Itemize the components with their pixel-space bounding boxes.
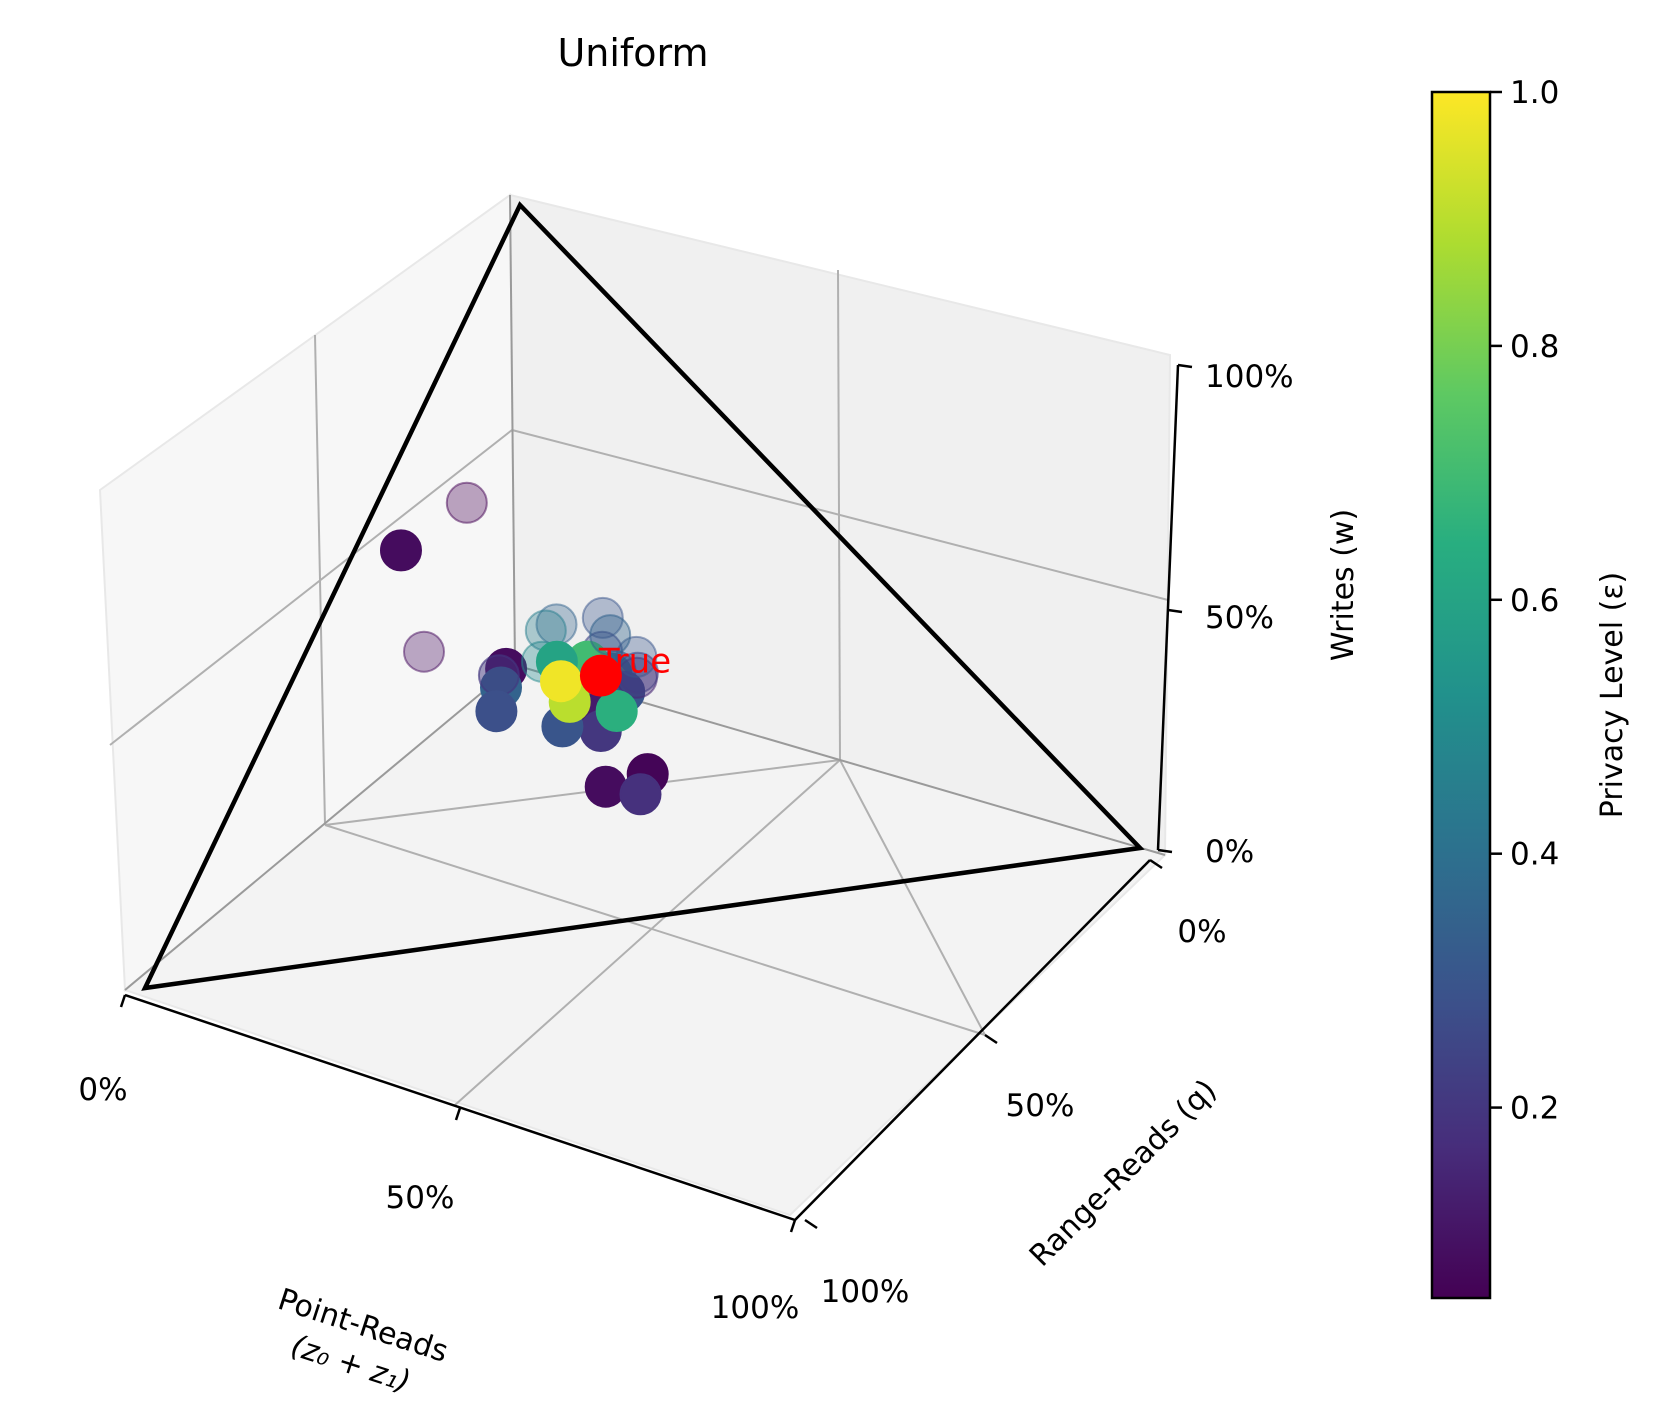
z-tick-label: 50%	[1205, 600, 1274, 636]
chart-title: Uniform	[557, 31, 708, 75]
z-tick-labels: 0% 50% 100%	[1205, 359, 1294, 870]
x-tick-labels: 0% 50% 100%	[78, 1072, 799, 1326]
axis-tick	[984, 1033, 998, 1045]
x-axis-line	[124, 993, 796, 1222]
x-tick-label: 0%	[78, 1072, 127, 1108]
z-tick-label: 0%	[1205, 834, 1254, 870]
simplex-triangle	[141, 201, 1145, 991]
true-point	[579, 654, 622, 697]
scatter-point	[581, 596, 624, 639]
scatter-point	[445, 481, 488, 524]
x-tick-label: 50%	[386, 1180, 455, 1216]
z-axis-line	[1156, 364, 1180, 851]
colorbar-label: Privacy Level (ε)	[1595, 572, 1630, 819]
y-axis-line	[794, 859, 1151, 1221]
axis-tick	[454, 1107, 462, 1121]
z-axis-label: Writes (w)	[1326, 509, 1361, 661]
colorbar: 0.2 0.4 0.6 0.8 1.0 Privacy Level (ε)	[1430, 75, 1630, 1300]
y-tick-labels: 0% 50% 100%	[821, 914, 1227, 1310]
y-tick-label: 50%	[1006, 1088, 1075, 1124]
colorbar-ticks: 0.2 0.4 0.6 0.8 1.0	[1490, 75, 1559, 1127]
colorbar-tick-label: 0.4	[1510, 837, 1559, 873]
axis-tick	[1157, 848, 1173, 854]
grid-back-2	[837, 269, 841, 761]
true-point-label: True	[598, 642, 671, 682]
scatter-point	[619, 773, 662, 816]
axis-lines	[124, 364, 1180, 1222]
scatter-point	[380, 529, 422, 572]
grid-floor-3	[324, 824, 986, 1036]
axis-tick	[1149, 858, 1163, 870]
colorbar-tick-label: 0.6	[1510, 583, 1559, 619]
y-tick-label: 100%	[821, 1274, 910, 1310]
axis-tick	[1177, 363, 1193, 369]
axis-ticks	[119, 363, 1193, 1233]
grid-floor-1	[324, 759, 841, 826]
grid-left-2	[314, 334, 326, 826]
x-tick-label: 100%	[711, 1290, 800, 1326]
scatter-point	[540, 660, 582, 703]
scatter-point	[589, 614, 632, 657]
scatter-point	[477, 654, 520, 697]
edge-back-vertical	[509, 194, 516, 666]
gridlines	[109, 269, 1169, 1106]
grid-floor-4	[839, 759, 986, 1036]
axis-tick	[1167, 608, 1183, 614]
z-tick-label: 100%	[1205, 359, 1294, 395]
y-tick-label: 0%	[1177, 914, 1226, 950]
colorbar-gradient	[1430, 90, 1492, 1300]
scatter-point	[584, 765, 627, 808]
axis-tick	[119, 994, 127, 1008]
scatter-point	[475, 690, 518, 733]
edge-floor-left	[124, 664, 516, 991]
scatter-point	[403, 630, 445, 673]
scatter-point	[595, 690, 638, 732]
grid-floor-2	[454, 759, 841, 1106]
x-axis-label: Point-Reads (z₀ + z₁)	[274, 1282, 453, 1400]
axis-tick	[789, 1219, 797, 1233]
axis-tick	[804, 1218, 818, 1230]
colorbar-tick-label: 0.8	[1510, 329, 1559, 365]
colorbar-tick-label: 1.0	[1510, 75, 1559, 111]
colorbar-tick-label: 0.2	[1510, 1091, 1559, 1127]
grid-left-1	[109, 429, 513, 746]
